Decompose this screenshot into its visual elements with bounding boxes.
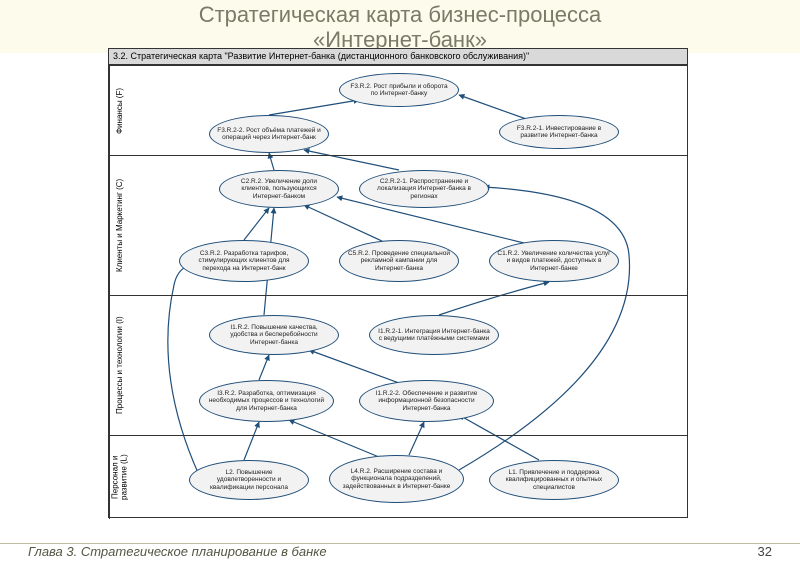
node-F3R22: F3.R.2-2. Рост объёма платежей и операци… [209,115,329,153]
node-C5R2: C5.R.2. Проведение специальной рекламной… [339,240,459,282]
node-L4R2: L4.R.2. Расширение состава и функционала… [329,455,464,503]
lane-label-C: Клиенты и Маркетинг (C) [109,156,129,295]
node-C3R2: C3.R.2. Разработка тарифов, стимулирующи… [179,240,309,282]
slide-title-line1: Стратегическая карта бизнес-процесса [199,2,602,27]
node-I1R2: I1.R.2. Повышение качества, удобства и б… [209,315,339,355]
swimlanes-container: Финансы (F)Клиенты и Маркетинг (C)Процес… [109,65,687,517]
lane-label-L: Персонал и развитие (L) [109,436,129,519]
strategy-map-diagram: 3.2. Стратегическая карта "Развитие Инте… [108,48,688,518]
node-C2R2: C2.R.2. Увеличение доли клиентов, пользу… [219,170,339,208]
lane-label-F: Финансы (F) [109,66,129,155]
slide-footer: Глава 3. Стратегическое планирование в б… [0,543,800,559]
node-I3R2: I3.R.2. Разработка, оптимизация необходи… [199,380,334,422]
node-I1R21: I1.R.2-1. Интеграция Интернет-банка с ве… [369,315,499,355]
node-C1R2: C1.R.2. Увеличение количества услуг и ви… [489,240,619,282]
node-F3R2: F3.R.2. Рост прибыли и оборота по Интерн… [339,73,459,107]
footer-chapter: Глава 3. Стратегическое планирование в б… [28,544,327,559]
slide-title: Стратегическая карта бизнес-процесса «Ин… [0,0,800,53]
node-F3R21: F3.R.2-1. Инвестирование в развитие Инте… [499,115,619,149]
footer-page-number: 32 [758,544,772,559]
node-L2: L2. Повышение удовлетворенности и квалиф… [189,460,309,500]
diagram-title: 3.2. Стратегическая карта "Развитие Инте… [109,49,687,65]
node-L1: L1. Привлечение и поддержка квалифициров… [489,460,619,500]
lane-label-I: Процессы и технологии (I) [109,296,129,435]
node-I1R22: I1.R.2-2. Обеспечение и развитие информа… [359,380,494,422]
node-C2R21: C2.R.2-1. Распространение и локализация … [359,170,489,208]
